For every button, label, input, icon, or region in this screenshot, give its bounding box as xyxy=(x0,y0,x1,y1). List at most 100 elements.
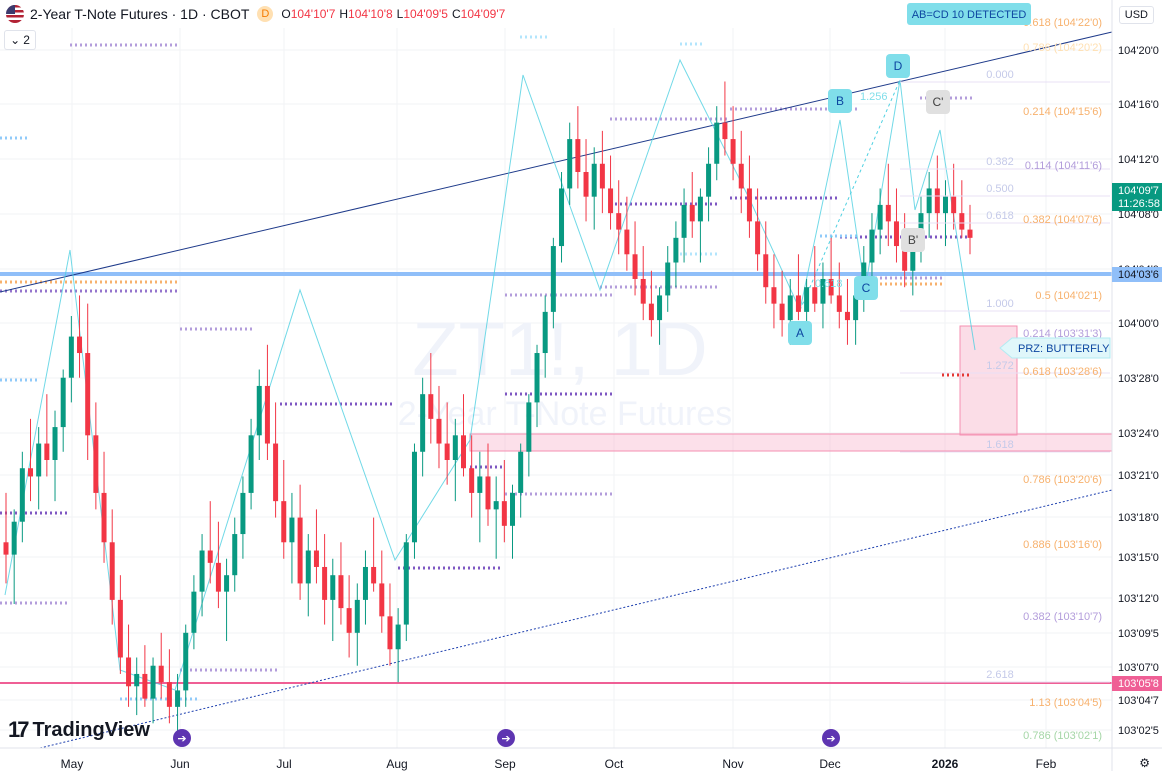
event-marker-icon[interactable] xyxy=(497,729,515,747)
event-arrow-icon: ➔ xyxy=(177,732,186,745)
fib-right-label: 0.786 (103'20'6) xyxy=(1023,474,1102,486)
prz-butterfly-label: PRZ: BUTTERFLY xyxy=(1018,343,1110,355)
symbol-title[interactable]: 2-Year T-Note Futures · 1D · CBOT xyxy=(30,6,250,22)
candle-body xyxy=(207,550,213,563)
abcd-detected-label: AB=CD 10 DETECTED xyxy=(912,9,1027,21)
ohlc-high: H104'10'8 xyxy=(339,7,392,21)
candle-body xyxy=(501,501,507,526)
candle-body xyxy=(428,394,434,419)
trend-lines xyxy=(0,31,1113,749)
fib-left-label: 0.382 xyxy=(986,156,1014,168)
candle-body xyxy=(215,562,221,592)
pattern-point-label: D xyxy=(894,59,903,73)
candle-body xyxy=(150,665,156,699)
candle-body xyxy=(877,204,883,230)
pattern-point-label: B' xyxy=(908,233,918,247)
candle-body xyxy=(379,583,385,617)
candle-body xyxy=(885,204,891,222)
pattern-point-badge xyxy=(886,54,910,78)
watermark-name: 2-Year T-Note Futures xyxy=(398,395,733,433)
chevron-down-icon: ⌄ xyxy=(10,33,21,47)
fib-right-label: 0.114 (104'11'6) xyxy=(1025,160,1102,172)
candle-body xyxy=(387,616,393,650)
candle-body xyxy=(763,254,769,288)
legend-toggle-button[interactable]: ⌄ 2 xyxy=(4,30,36,50)
line-price-label: 104'03'6 xyxy=(1118,269,1159,281)
candle-body xyxy=(199,550,205,592)
tradingview-mark-icon: 17 xyxy=(8,717,30,742)
candle-body xyxy=(779,303,785,321)
candle-body xyxy=(101,492,107,543)
candle-body xyxy=(657,295,663,321)
candle-body xyxy=(175,690,181,707)
candle-body xyxy=(746,188,752,222)
candle-body xyxy=(902,246,908,271)
price-tick-label: 104'00'0 xyxy=(1118,318,1159,330)
price-tick-label: 103'04'7 xyxy=(1118,695,1159,707)
event-marker-icon[interactable] xyxy=(822,729,840,747)
candle-body xyxy=(714,122,720,164)
candle-body xyxy=(273,443,279,502)
candle-body xyxy=(942,196,948,214)
candle-body xyxy=(256,385,262,436)
settings-gear-icon[interactable]: ⚙ xyxy=(1139,756,1150,770)
candle-body xyxy=(893,221,899,247)
price-tick-label: 103'28'0 xyxy=(1118,373,1159,385)
candle-body xyxy=(738,163,744,189)
price-tick-label: 103'12'0 xyxy=(1118,593,1159,605)
candle-body xyxy=(322,566,328,600)
candle-body xyxy=(493,501,499,510)
current-price-badge xyxy=(1112,183,1162,211)
fib-right-label: 0.786 (104'20'2) xyxy=(1023,42,1102,54)
candle-body xyxy=(436,418,442,444)
ohlc-close-value: 104'09'7 xyxy=(460,7,506,21)
candle-body xyxy=(844,311,850,321)
candle-body xyxy=(550,246,556,312)
price-axis[interactable]: 104'20'0104'16'0104'12'0104'08'0104'04'0… xyxy=(1111,0,1162,771)
watermark-symbol: ZT1!, 1D xyxy=(412,307,708,392)
time-tick-label: 2026 xyxy=(932,757,959,771)
fib-right-label: 0.886 (103'16'0) xyxy=(1023,539,1102,551)
current-price-countdown: 11:26:58 xyxy=(1118,198,1160,210)
prz-butterfly-badge xyxy=(999,337,1111,359)
candle-body xyxy=(599,163,605,189)
candle-body xyxy=(330,575,336,600)
ohlc-low-value: 104'09'5 xyxy=(403,7,448,21)
price-tick-label: 103'15'0 xyxy=(1118,552,1159,564)
pattern-labels[interactable]: A B C D B' C' 1.256 0.618 AB=CD 10 DETECTED PRZ: … xyxy=(788,3,1111,359)
candle-body xyxy=(477,476,483,493)
candle-body xyxy=(730,139,736,164)
candle-body xyxy=(60,377,66,428)
candle-body xyxy=(166,682,172,707)
candle-body xyxy=(706,163,712,197)
tradingview-logo[interactable]: 17 TradingView xyxy=(8,717,150,743)
symbol-header[interactable]: 2-Year T-Note Futures · 1D · CBOT D O104… xyxy=(0,0,509,28)
pattern-point-label: B xyxy=(836,94,844,108)
candle-body xyxy=(836,295,842,312)
candle-body xyxy=(559,188,565,247)
fib-right-label: 0.214 (103'31'3) xyxy=(1023,328,1102,340)
pattern-point-badge xyxy=(926,90,950,114)
time-axis[interactable]: May Jun Jul Aug Sep Oct Nov Dec 2026 Feb xyxy=(0,747,1162,771)
candle-body xyxy=(910,246,916,271)
grid-lines xyxy=(0,28,1112,748)
event-markers[interactable]: ➔ ➔ ➔ xyxy=(173,729,840,747)
delayed-badge[interactable]: D xyxy=(257,6,274,22)
currency-button[interactable]: USD xyxy=(1118,6,1154,24)
candle-body xyxy=(951,196,957,214)
candle-body xyxy=(534,353,540,403)
pattern-point-label: C' xyxy=(933,95,944,109)
candle-body xyxy=(395,624,401,650)
candle-body xyxy=(697,196,703,222)
candle-body xyxy=(460,435,466,469)
candle-body xyxy=(191,591,197,633)
candle-body xyxy=(305,550,311,584)
event-marker-icon[interactable] xyxy=(173,729,191,747)
price-tick-label: 104'16'0 xyxy=(1118,99,1159,111)
candle-body xyxy=(19,468,25,522)
fib-right-label: 0.618 (103'28'6) xyxy=(1023,366,1102,378)
candle-body xyxy=(812,287,818,304)
candle-body xyxy=(338,575,344,609)
candle-body xyxy=(755,221,761,255)
